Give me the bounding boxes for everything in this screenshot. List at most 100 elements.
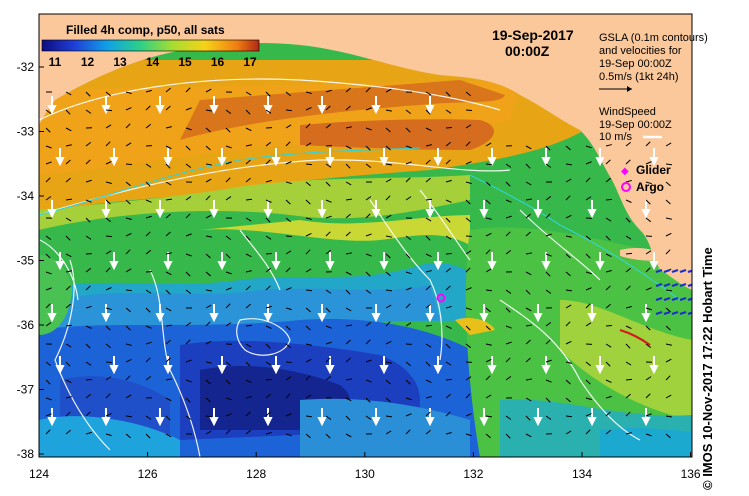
velocity-arrow xyxy=(245,379,252,384)
velocity-arrow xyxy=(645,325,651,331)
velocity-arrow xyxy=(545,415,552,420)
velocity-arrow xyxy=(425,343,432,348)
velocity-arrow xyxy=(285,433,292,437)
velocity-arrow xyxy=(105,217,111,223)
velocity-arrow xyxy=(105,361,113,364)
velocity-arrow xyxy=(65,396,72,399)
strong-current-arrow xyxy=(655,268,663,274)
wind-arrowhead xyxy=(487,157,497,167)
velocity-arrow xyxy=(105,287,112,291)
strong-current-arrow xyxy=(679,310,687,316)
velocity-arrow xyxy=(105,124,112,129)
velocity-arrow xyxy=(605,361,611,367)
strong-current-arrow xyxy=(671,282,679,288)
velocity-arrow xyxy=(205,430,212,435)
velocity-arrow xyxy=(205,253,211,259)
velocity-arrow xyxy=(525,324,532,327)
wind-arrowhead xyxy=(325,157,335,167)
velocity-arrow xyxy=(165,307,172,312)
velocity-arrow xyxy=(205,195,211,201)
longitude-axis: 124 126 128 130 132 134 136 xyxy=(29,452,701,481)
velocity-arrow xyxy=(325,307,331,313)
velocity-arrow xyxy=(245,235,251,241)
velocity-arrow xyxy=(605,269,612,273)
velocity-arrow xyxy=(45,303,51,309)
velocity-arrow xyxy=(325,123,332,129)
colorbar-tick-label: 14 xyxy=(146,55,160,69)
velocity-arrow xyxy=(525,433,532,438)
velocity-arrow xyxy=(525,271,532,276)
velocity-arrow xyxy=(525,145,532,150)
velocity-arrow xyxy=(265,91,271,97)
velocity-arrow xyxy=(65,177,71,183)
velocity-arrow xyxy=(585,322,592,327)
velocity-arrow xyxy=(165,433,172,438)
velocity-arrow xyxy=(625,306,632,309)
velocity-arrow xyxy=(425,159,431,165)
velocity-arrow xyxy=(225,127,231,133)
velocity-arrow xyxy=(105,235,113,238)
velocity-arrow xyxy=(405,322,412,327)
velocity-arrow xyxy=(125,142,132,147)
velocity-arrow xyxy=(205,289,213,292)
velocity-arrow xyxy=(45,271,52,275)
strong-current-arrow xyxy=(671,296,679,302)
velocity-arrow xyxy=(465,287,472,291)
velocity-arrow xyxy=(465,343,472,349)
velocity-arrow xyxy=(345,163,351,169)
velocity-arrow xyxy=(225,303,231,309)
velocity-arrow xyxy=(665,415,673,418)
velocity-arrow xyxy=(205,304,212,309)
velocity-arrow xyxy=(605,217,612,222)
velocity-arrow xyxy=(65,411,71,417)
velocity-arrow xyxy=(365,415,372,420)
velocity-arrow xyxy=(525,339,531,345)
wind-arrowhead xyxy=(487,261,497,271)
velocity-arrow xyxy=(185,415,192,420)
velocity-arrow xyxy=(245,109,251,115)
velocity-arrow xyxy=(345,181,352,186)
velocity-arrow xyxy=(605,285,611,291)
velocity-arrow xyxy=(405,303,411,309)
velocity-arrow xyxy=(85,199,92,203)
lon-tick-label: 126 xyxy=(138,467,158,481)
date-label: 19-Sep-2017 xyxy=(492,27,574,43)
velocity-arrow xyxy=(445,305,452,309)
velocity-arrow xyxy=(365,87,371,93)
wind-arrowhead xyxy=(47,209,57,219)
velocity-arrow xyxy=(505,199,512,203)
velocity-arrow xyxy=(385,235,392,238)
velocity-arrow xyxy=(485,343,492,346)
velocity-arrow xyxy=(565,271,571,277)
velocity-arrow xyxy=(485,358,492,363)
velocity-arrow xyxy=(625,217,631,223)
wind-arrowhead xyxy=(533,313,543,323)
velocity-arrow xyxy=(605,198,613,201)
velocity-arrow xyxy=(445,217,451,223)
velocity-arrow xyxy=(345,87,351,93)
lat-tick-label: -36 xyxy=(17,318,35,332)
velocity-arrow xyxy=(45,322,52,327)
velocity-arrow xyxy=(525,181,532,186)
plot-frame xyxy=(38,13,693,458)
colorbar-tick-label: 12 xyxy=(81,55,95,69)
velocity-arrow xyxy=(265,109,272,114)
velocity-arrow xyxy=(85,141,92,147)
velocity-arrow xyxy=(145,289,152,294)
velocity-arrow xyxy=(345,126,352,129)
strong-current-arrow xyxy=(679,296,687,302)
wind-arrowhead xyxy=(263,209,273,219)
velocity-arrow xyxy=(385,109,392,112)
lon-tick-label: 134 xyxy=(572,467,592,481)
velocity-arrow xyxy=(485,249,491,255)
velocity-arrow xyxy=(345,105,351,111)
velocity-arrow xyxy=(665,325,671,331)
velocity-arrow xyxy=(525,213,531,219)
velocity-arrow xyxy=(525,289,531,295)
velocity-arrow xyxy=(485,199,491,205)
velocity-arrow xyxy=(365,397,371,403)
velocity-arrow xyxy=(125,375,131,381)
velocity-arrow xyxy=(365,127,372,131)
velocity-arrow xyxy=(265,199,272,203)
wind-arrowhead xyxy=(217,157,227,167)
